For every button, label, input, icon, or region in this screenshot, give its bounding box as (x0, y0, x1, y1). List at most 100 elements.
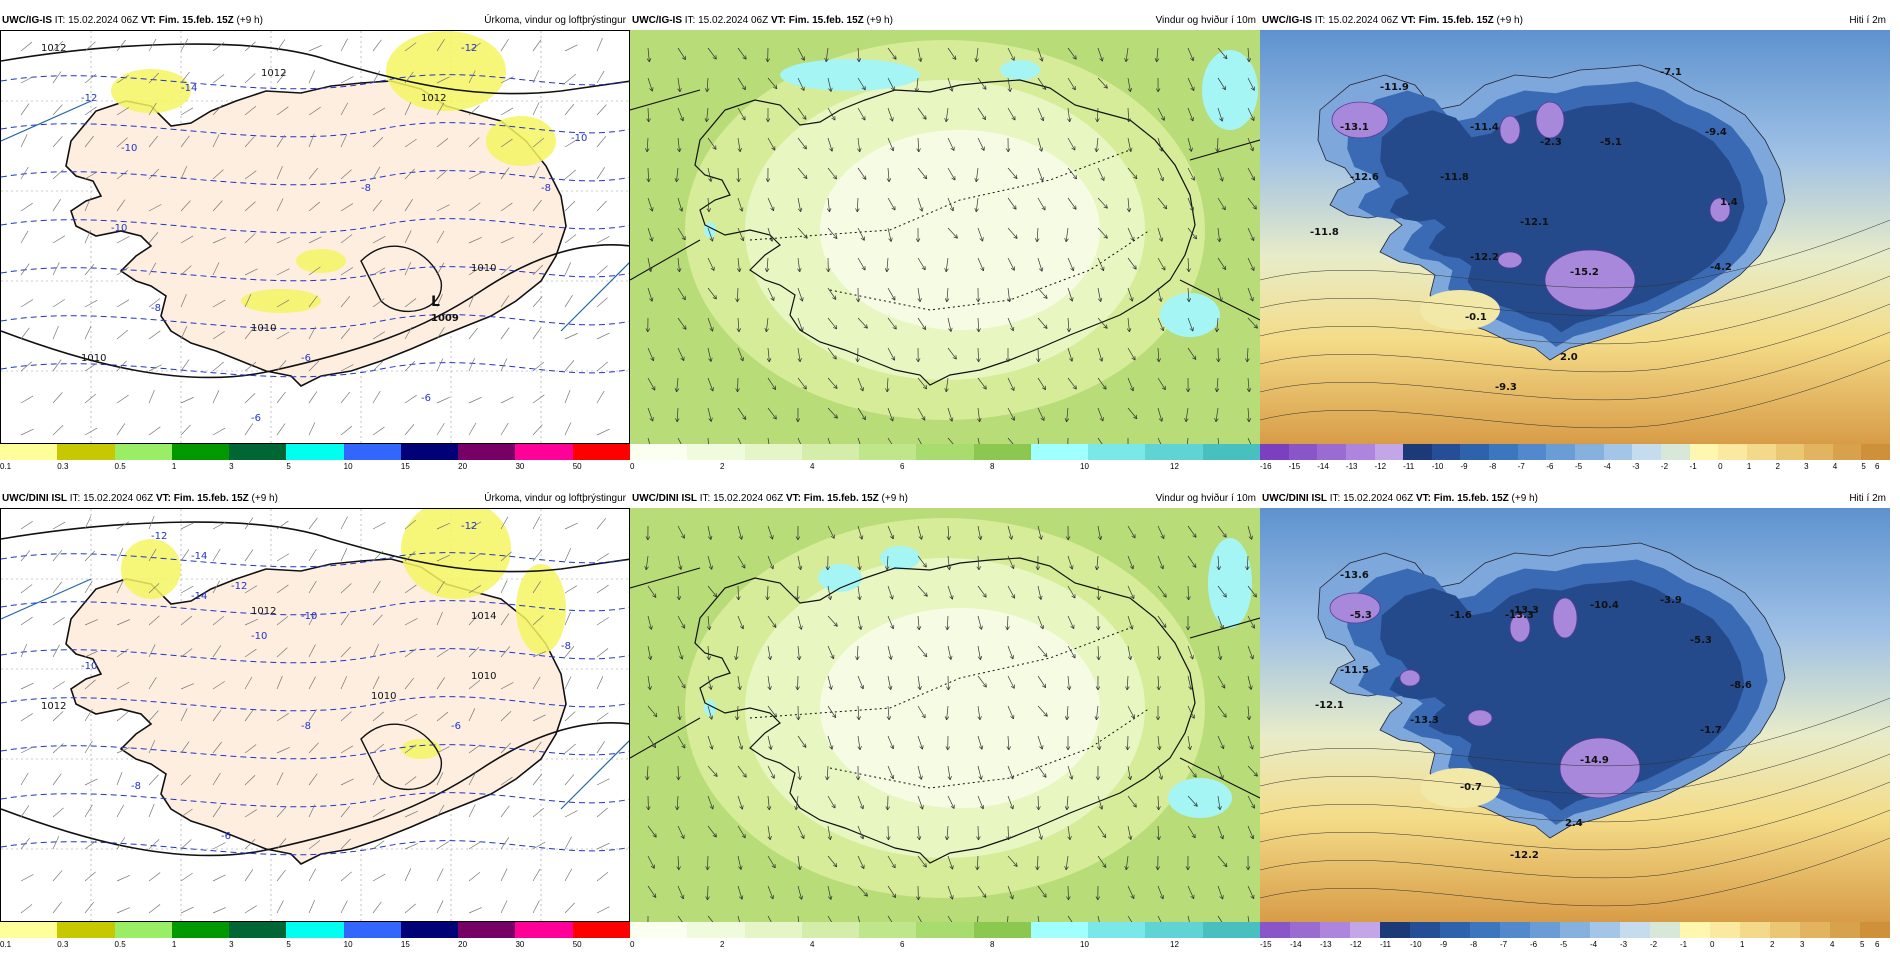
map-canvas: -11.9-13.1-12.6-11.4-2.3-5.1-7.1-9.4-11.… (1260, 30, 1890, 444)
colorbar-tick-label: 10 (1080, 462, 1089, 471)
temperature-label: -11.9 (1380, 82, 1409, 93)
colorbar-tick-label: 4 (810, 462, 814, 471)
colorbar-tick-label: 6 (900, 940, 904, 949)
colorbar-swatch (1460, 444, 1489, 460)
colorbar-tick-label: 20 (458, 462, 467, 471)
map-label: -6 (451, 721, 461, 732)
colorbar-swatch (229, 444, 286, 460)
temperature-label: -11.8 (1310, 227, 1339, 238)
product-title: Úrkoma, vindur og loftþrýstingur (484, 490, 626, 508)
colorbar-tick-label: 2 (720, 462, 724, 471)
colorbar-tick-label: -5 (1575, 462, 1582, 471)
colorbar-swatch (515, 444, 572, 460)
map-label: -14 (191, 551, 207, 562)
product-title: Hiti í 2m (1849, 490, 1886, 508)
colorbar-tick-label: 3 (229, 462, 233, 471)
temperature-label: -12.1 (1520, 217, 1549, 228)
colorbar-tick-label: -8 (1470, 940, 1477, 949)
colorbar-swatch (1740, 922, 1770, 938)
colorbar-swatch (1500, 922, 1530, 938)
colorbar-swatch (115, 922, 172, 938)
colorbar-tick-label: 8 (990, 462, 994, 471)
colorbar-swatch (916, 444, 973, 460)
colorbar-swatch (1088, 922, 1145, 938)
map-label: 1014 (471, 611, 496, 622)
colorbar-tick-label: 0.5 (115, 462, 126, 471)
colorbar-tick-label: 0 (1710, 940, 1714, 949)
temperature-label: -4.2 (1710, 262, 1732, 273)
map-label: -10 (121, 143, 137, 154)
temperature-label: 2.4 (1565, 818, 1583, 829)
colorbar-swatch (687, 444, 744, 460)
colorbar-swatch (802, 922, 859, 938)
panel-precip-igis: UWC/IG-IS IT: 15.02.2024 06Z VT: Fim. 15… (0, 12, 630, 482)
valid-time-label: VT: (141, 15, 156, 26)
valid-time-label: VT: (771, 15, 786, 26)
colorbar-tick-label: -14 (1317, 462, 1329, 471)
colorbar-tick-label: 50 (573, 940, 582, 949)
lead-time: (+9 h) (249, 493, 278, 504)
colorbar-swatch (573, 444, 630, 460)
panel-header: UWC/IG-IS IT: 15.02.2024 06Z VT: Fim. 15… (630, 12, 1260, 30)
colorbar-tick-label: -15 (1289, 462, 1301, 471)
panel-temp-dini: UWC/DINI ISL IT: 15.02.2024 06Z VT: Fim.… (1260, 490, 1890, 960)
temperature-label: -12.6 (1350, 172, 1379, 183)
colorbar-tick-label: 30 (515, 462, 524, 471)
colorbar-swatch (1489, 444, 1518, 460)
panel-wind-igis: UWC/IG-IS IT: 15.02.2024 06Z VT: Fim. 15… (630, 12, 1260, 482)
colorbar-tick-label: -11 (1403, 462, 1414, 471)
colorbar-swatch (1317, 444, 1346, 460)
map-canvas (630, 508, 1260, 922)
colorbar-swatch (1320, 922, 1350, 938)
colorbar-tick-label: -9 (1460, 462, 1467, 471)
map-label: -8 (131, 781, 141, 792)
init-time: IT: 15.02.2024 06Z (697, 493, 786, 504)
valid-time: Fim. 15.feb. 15Z (156, 15, 234, 26)
model-name: UWC/DINI ISL (2, 493, 67, 504)
colorbar-swatch (1518, 444, 1547, 460)
colorbar-tick-label: 3 (1800, 940, 1804, 949)
map-label: -12 (461, 43, 477, 54)
colorbar-tick-label: -10 (1432, 462, 1444, 471)
lead-time: (+9 h) (879, 493, 908, 504)
colorbar-swatch (1440, 922, 1470, 938)
colorbar-swatch (1575, 444, 1604, 460)
colorbar-swatch (1410, 922, 1440, 938)
temperature-label: 1.4 (1720, 197, 1738, 208)
colorbar-swatch (172, 444, 229, 460)
colorbar-swatch (1145, 444, 1202, 460)
colorbar-tick-label: -1 (1680, 940, 1687, 949)
colorbar-tick-label: -11 (1380, 940, 1391, 949)
temperature-label: -13.1 (1340, 122, 1369, 133)
forecast-map: -13.6-5.3-1.6-13.3-13.3-10.4-3.9-5.3-11.… (1260, 508, 1890, 922)
colorbar-tick-label: 0.3 (57, 940, 68, 949)
panel-run-info: UWC/IG-IS IT: 15.02.2024 06Z VT: Fim. 15… (2, 12, 263, 30)
colorbar-tick-label: 8 (990, 940, 994, 949)
temperature-label: -0.7 (1460, 782, 1482, 793)
colorbar-swatch (115, 444, 172, 460)
colorbar-swatch (1747, 444, 1776, 460)
temperature-label: -12.2 (1510, 850, 1539, 861)
map-canvas: -13.6-5.3-1.6-13.3-13.3-10.4-3.9-5.3-11.… (1260, 508, 1890, 922)
init-time: IT: 15.02.2024 06Z (682, 15, 771, 26)
colorbar-swatch (859, 922, 916, 938)
colorbar-tick-label: -16 (1260, 462, 1272, 471)
panel-run-info: UWC/IG-IS IT: 15.02.2024 06Z VT: Fim. 15… (632, 12, 893, 30)
temperature-label: -5.3 (1690, 635, 1712, 646)
colorbar-swatch (286, 444, 343, 460)
map-label: -8 (151, 303, 161, 314)
colorbar-tick-label: 1 (1747, 462, 1751, 471)
panel-run-info: UWC/IG-IS IT: 15.02.2024 06Z VT: Fim. 15… (1262, 12, 1523, 30)
temperature-label: -11.5 (1340, 665, 1369, 676)
valid-time-label: VT: (1401, 15, 1416, 26)
colorbar-tick-label: 2 (1775, 462, 1779, 471)
colorbar-swatch (687, 922, 744, 938)
colorbar-swatch (401, 922, 458, 938)
colorbar-swatch (1830, 922, 1860, 938)
colorbar-tick-label: 5 (1860, 940, 1864, 949)
map-label: -12 (231, 581, 247, 592)
valid-time-label: VT: (786, 493, 801, 504)
colorbar-swatch (1088, 444, 1145, 460)
temperature-label: -0.1 (1465, 312, 1487, 323)
